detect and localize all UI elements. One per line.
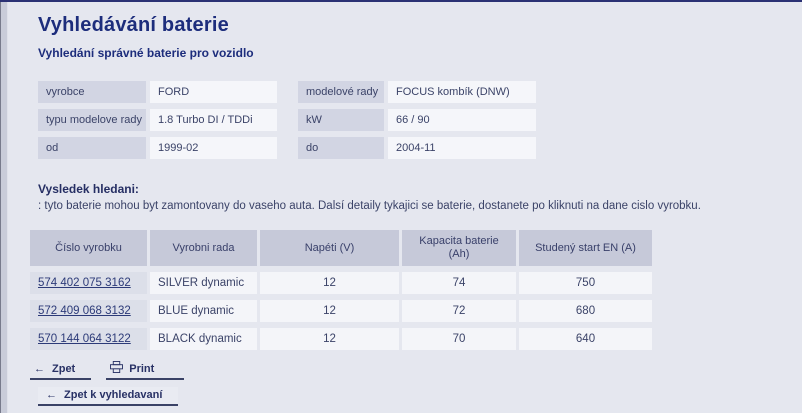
series-cell: SILVER dynamic	[150, 272, 257, 294]
print-button-label: Print	[129, 363, 155, 375]
power-kw-value: 66 / 90	[388, 109, 536, 131]
vehicle-criteria-form: vyrobce FORD modelové rady FOCUS kombík …	[38, 81, 701, 159]
manufacturer-value: FORD	[150, 81, 277, 103]
back-arrow-icon: ←	[34, 363, 45, 375]
product-number-cell: 572 409 068 3132	[30, 300, 147, 322]
capacity-cell: 72	[402, 300, 516, 322]
product-number-link[interactable]: 570 144 064 3122	[38, 333, 131, 345]
model-type-label: typu modelove rady	[38, 109, 146, 131]
voltage-cell: 12	[260, 328, 399, 350]
date-to-value: 2004-11	[388, 137, 536, 159]
cold-start-cell: 680	[519, 300, 652, 322]
voltage-cell: 12	[260, 300, 399, 322]
product-number-link[interactable]: 572 409 068 3132	[38, 305, 131, 317]
power-kw-label: kW	[298, 109, 384, 131]
date-from-value: 1999-02	[150, 137, 277, 159]
date-from-label: od	[38, 137, 146, 159]
col-header-series: Vyrobni rada	[150, 230, 257, 266]
back-button-label: Zpet	[52, 363, 76, 375]
capacity-cell: 70	[402, 328, 516, 350]
series-cell: BLUE dynamic	[150, 300, 257, 322]
results-heading: Vysledek hledani:	[38, 182, 139, 196]
print-button[interactable]: Print	[106, 359, 185, 380]
voltage-cell: 12	[260, 272, 399, 294]
page-title: Vyhledávání baterie	[38, 14, 229, 36]
back-to-search-button[interactable]: ← Zpet k vyhledavaní	[38, 387, 179, 406]
window-left-edge	[0, 2, 8, 413]
model-series-value: FOCUS kombík (DNW)	[388, 81, 536, 103]
back-arrow-icon: ←	[46, 389, 57, 401]
col-header-cold-start: Studený start EN (A)	[519, 230, 652, 266]
cold-start-cell: 750	[519, 272, 652, 294]
button-row: ← Zpet Print	[30, 359, 701, 380]
col-header-capacity: Kapacita baterie (Ah)	[402, 230, 516, 266]
form-row: od 1999-02 do 2004-11	[38, 137, 701, 159]
series-cell: BLACK dynamic	[150, 328, 257, 350]
back-button[interactable]: ← Zpet	[30, 361, 92, 380]
form-row: vyrobce FORD modelové rady FOCUS kombík …	[38, 81, 701, 103]
back-to-search-label: Zpet k vyhledavaní	[64, 389, 163, 401]
model-series-label: modelové rady	[298, 81, 384, 103]
page-subtitle: Vyhledání správné baterie pro vozidlo	[38, 46, 254, 60]
col-header-voltage: Napéti (V)	[260, 230, 399, 266]
model-type-value: 1.8 Turbo DI / TDDi	[150, 109, 277, 131]
form-row: typu modelove rady 1.8 Turbo DI / TDDi k…	[38, 109, 701, 131]
results-description: : tyto baterie mohou byt zamontovany do …	[38, 200, 701, 212]
date-to-label: do	[298, 137, 384, 159]
product-number-cell: 570 144 064 3122	[30, 328, 147, 350]
col-header-product-number: Číslo vyrobku	[30, 230, 147, 266]
capacity-cell: 74	[402, 272, 516, 294]
button-row: ← Zpet k vyhledavaní	[38, 385, 701, 406]
battery-results-table: Číslo vyrobku Vyrobni rada Napéti (V) Ka…	[30, 230, 701, 350]
cold-start-cell: 640	[519, 328, 652, 350]
product-number-link[interactable]: 574 402 075 3162	[38, 277, 131, 289]
product-number-cell: 574 402 075 3162	[30, 272, 147, 294]
printer-icon	[110, 361, 124, 373]
manufacturer-label: vyrobce	[38, 81, 146, 103]
